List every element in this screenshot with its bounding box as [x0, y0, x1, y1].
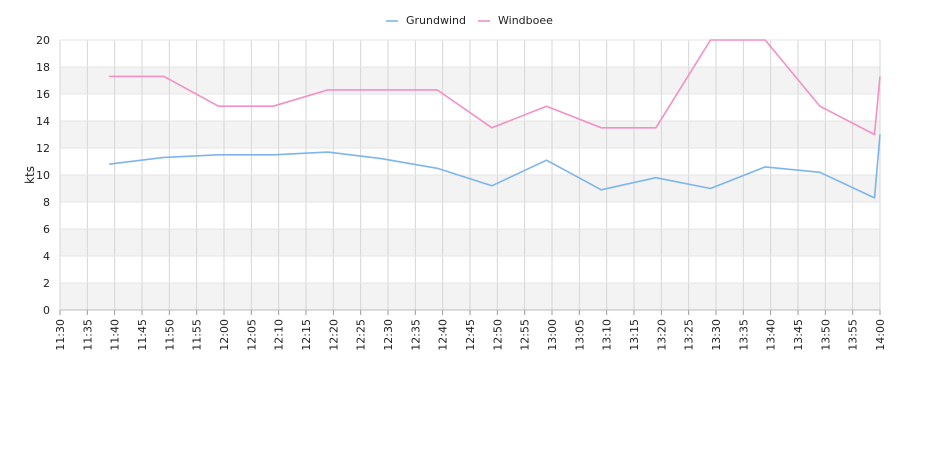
y-axis-ticks: 0 2 4 6 8 10 12 14 16 18 20 — [36, 34, 50, 317]
x-tick-label: 12:20 — [327, 319, 340, 351]
x-tick-label: 11:50 — [163, 319, 176, 351]
y-tick-label: 0 — [43, 304, 50, 317]
x-tick-label: 12:30 — [382, 319, 395, 351]
x-tick-label: 13:15 — [628, 319, 641, 351]
x-tick-label: 12:25 — [355, 319, 368, 351]
x-tick-label: 13:25 — [683, 319, 696, 351]
legend-label[interactable]: Windboee — [498, 14, 553, 27]
x-tick-label: 12:00 — [218, 319, 231, 351]
x-tick-label: 12:35 — [409, 319, 422, 351]
x-tick-label: 11:45 — [136, 319, 149, 351]
x-tick-label: 12:05 — [245, 319, 258, 351]
y-tick-label: 14 — [36, 115, 50, 128]
series-line-grundwind — [109, 134, 881, 199]
y-tick-label: 6 — [43, 223, 50, 236]
x-tick-label: 13:45 — [792, 319, 805, 351]
x-tick-label: 11:40 — [109, 319, 122, 351]
x-tick-label: 11:55 — [191, 319, 204, 351]
x-tick-label: 13:40 — [765, 319, 778, 351]
y-tick-label: 18 — [36, 61, 50, 74]
x-tick-label: 12:10 — [273, 319, 286, 351]
x-tick-label: 14:00 — [874, 319, 887, 351]
x-tick-label: 12:50 — [491, 319, 504, 351]
y-tick-label: 4 — [43, 250, 50, 263]
x-tick-label: 12:15 — [300, 319, 313, 351]
series-line-windboee — [109, 39, 881, 136]
y-tick-label: 10 — [36, 169, 50, 182]
x-tick-label: 13:55 — [847, 319, 860, 351]
x-tick-label: 11:30 — [54, 319, 67, 351]
y-tick-label: 12 — [36, 142, 50, 155]
x-tick-label: 11:35 — [81, 319, 94, 351]
x-tick-label: 12:40 — [437, 319, 450, 351]
y-tick-label: 16 — [36, 88, 50, 101]
x-tick-label: 13:20 — [655, 319, 668, 351]
y-axis-title: kts — [23, 166, 37, 184]
y-tick-label: 8 — [43, 196, 50, 209]
x-tick-label: 13:00 — [546, 319, 559, 351]
x-tick-label: 12:45 — [464, 319, 477, 351]
x-tick-label: 12:55 — [519, 319, 532, 351]
x-axis-ticks: 11:30 11:35 11:40 11:45 11:50 11:55 12:00 12:05… — [54, 309, 887, 351]
y-tick-label: 2 — [43, 277, 50, 290]
y-tick-label: 20 — [36, 34, 50, 47]
series-layer — [109, 39, 881, 199]
legend: Grundwind Windboee — [386, 14, 553, 27]
x-tick-label: 13:10 — [601, 319, 614, 351]
x-tick-label: 13:05 — [573, 319, 586, 351]
x-tick-label: 13:50 — [819, 319, 832, 351]
legend-label[interactable]: Grundwind — [406, 14, 466, 27]
x-tick-label: 13:30 — [710, 319, 723, 351]
x-tick-label: 13:35 — [737, 319, 750, 351]
